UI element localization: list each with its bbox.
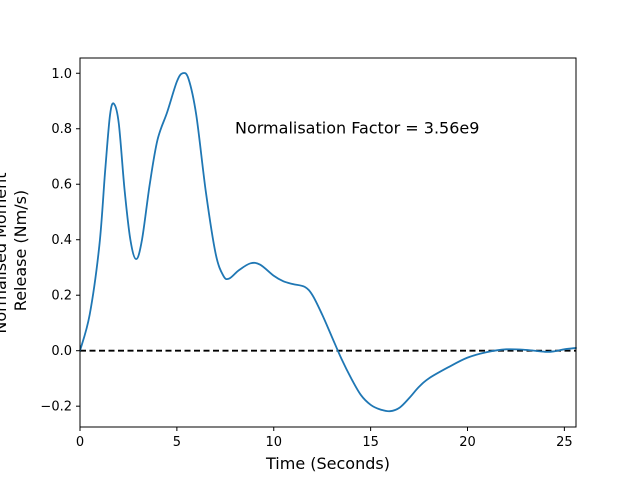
x-tick-label: 5 (173, 435, 181, 450)
y-tick-label: 0.4 (51, 233, 72, 248)
y-axis-label-line-2: Release (Nm/s) (11, 190, 30, 311)
x-tick-label: 20 (459, 435, 476, 450)
x-tick-label: 0 (76, 435, 84, 450)
y-tick-label: 1.0 (51, 67, 72, 82)
y-tick-label: 0.2 (51, 289, 72, 304)
annotation: Normalisation Factor = 3.56e9 (235, 119, 479, 138)
y-axis-label: Normalised Moment Release (Nm/s) (0, 167, 30, 333)
series-line-0 (79, 72, 577, 413)
plot-frame (79, 57, 577, 428)
y-tick-label: 0.0 (51, 344, 72, 359)
plot-area (80, 58, 576, 427)
x-tick-label: 25 (556, 435, 573, 450)
y-tick-label: −0.2 (40, 400, 72, 415)
y-tick-label: 0.6 (51, 178, 72, 193)
x-tick-label: 10 (265, 435, 282, 450)
x-tick-label: 15 (362, 435, 379, 450)
y-tick-label: 0.8 (51, 122, 72, 137)
x-axis-label: Time (Seconds) (265, 454, 390, 473)
y-axis-label-line-1: Normalised Moment (0, 172, 10, 333)
